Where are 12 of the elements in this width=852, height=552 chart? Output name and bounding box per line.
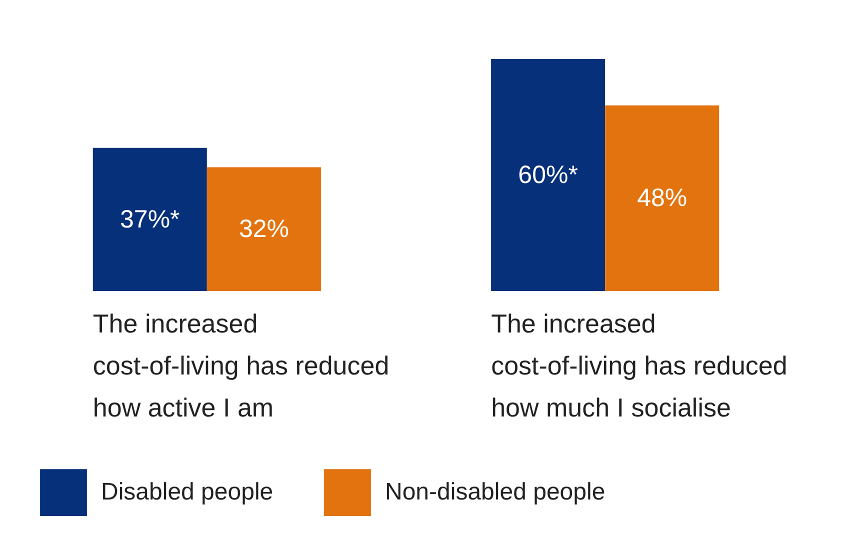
data-label: 60%* <box>518 161 578 189</box>
bar <box>92 148 207 291</box>
data-label: 48% <box>637 184 688 212</box>
bar <box>491 59 606 291</box>
x-tick-label: The increased cost-of-living has reduced how active I am <box>92 308 390 422</box>
bar <box>605 105 720 291</box>
bar <box>206 167 321 291</box>
legend-label: Non-disabled people <box>385 478 606 506</box>
x-tick-label: The increased cost-of-living has reduced how much I socialise <box>491 308 788 422</box>
legend-label: Disabled people <box>101 478 274 506</box>
data-label: 37%* <box>120 205 180 234</box>
data-label: 32% <box>238 215 289 244</box>
